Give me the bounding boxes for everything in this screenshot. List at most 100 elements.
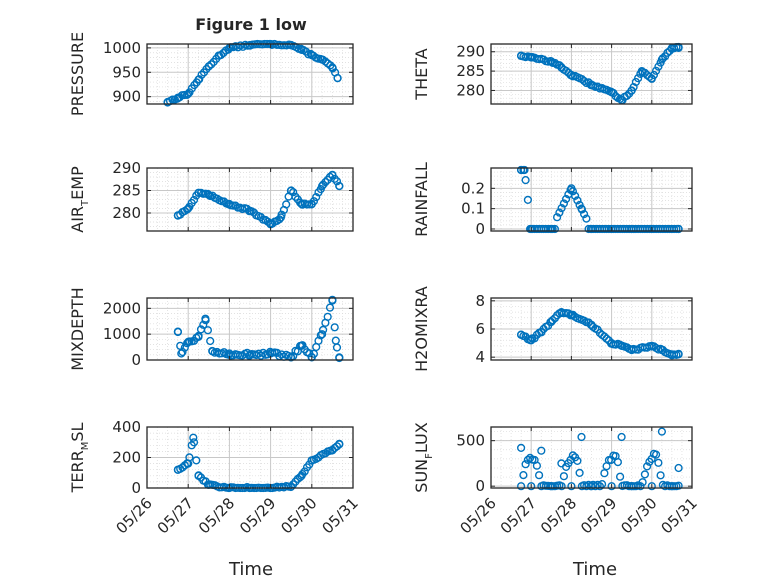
data-point (245, 40, 255, 50)
data-point (178, 347, 187, 357)
data-point (674, 463, 683, 473)
data-point (607, 88, 616, 97)
data-point (328, 296, 337, 305)
data-point (657, 55, 667, 64)
axes-box (490, 426, 693, 489)
data-point (647, 341, 656, 351)
data-point (180, 343, 189, 352)
data-point (573, 456, 582, 466)
axes-box (146, 167, 354, 232)
data-point (184, 459, 193, 468)
data-point (607, 339, 616, 348)
y-tick-label: 290 (112, 159, 141, 177)
axes-box (146, 297, 354, 361)
data-point (204, 190, 213, 200)
data-point (312, 193, 321, 202)
y-tick-label: 4 (475, 348, 485, 366)
figure-title: Figure 1 low (195, 15, 307, 34)
data-point (561, 194, 571, 204)
y-axis-label: TERRMSL (68, 423, 91, 494)
y-tick-label: 280 (456, 81, 485, 99)
data-point (245, 350, 255, 359)
data-point (519, 471, 528, 480)
data-point (318, 181, 327, 191)
data-point (173, 211, 183, 220)
data-point (567, 70, 576, 80)
data-point (657, 427, 667, 436)
data-point (602, 334, 611, 343)
data-point (647, 74, 656, 83)
data-point (582, 214, 591, 223)
data-point (173, 327, 183, 336)
axes-box (490, 43, 693, 105)
data-point (567, 184, 576, 193)
data-point (537, 446, 546, 455)
data-point (325, 303, 335, 312)
data-point (557, 63, 566, 72)
data-point (189, 438, 199, 447)
data-point (203, 326, 213, 335)
data-point (647, 224, 656, 234)
data-point (557, 308, 566, 317)
data-point (275, 215, 284, 224)
y-tick-label: 0 (475, 220, 485, 238)
subplot-h2omixra: 4 6 8 H2OMIXRA (412, 286, 693, 372)
data-point (297, 199, 306, 209)
data-point (332, 177, 342, 186)
data-point (647, 482, 656, 491)
data-point (323, 312, 332, 321)
data-point (184, 89, 193, 98)
data-point (516, 51, 526, 60)
data-point (627, 224, 636, 234)
y-tick-label: 285 (112, 182, 141, 200)
data-point (645, 72, 654, 81)
data-point (573, 196, 582, 205)
data-point (184, 337, 193, 347)
data-point (577, 204, 586, 213)
data-point (307, 456, 316, 465)
data-point (516, 165, 526, 175)
data-point (276, 213, 286, 222)
data-point (567, 310, 576, 320)
data-point (555, 208, 564, 217)
data-point (331, 336, 340, 345)
data-point (521, 460, 530, 469)
y-tick-label: 950 (112, 63, 141, 81)
data-point (552, 213, 562, 222)
data-point (330, 174, 339, 183)
data-point (289, 188, 298, 197)
data-point (657, 346, 667, 355)
data-point (587, 320, 596, 329)
data-point (548, 316, 557, 325)
data-point (557, 459, 566, 468)
y-tick-label: 280 (112, 204, 141, 222)
data-point (194, 332, 203, 341)
y-tick-label: 285 (456, 62, 485, 80)
data-point (215, 51, 224, 60)
data-point (651, 450, 661, 459)
y-axis-label: PRESSURE (68, 32, 87, 116)
data-point (527, 336, 536, 345)
data-point (184, 204, 193, 213)
data-point (615, 472, 625, 481)
data-point (287, 40, 296, 50)
data-point (219, 348, 229, 357)
subplot-mixdepth: 0 1000 2000 MIXDEPTH (68, 287, 354, 371)
data-point (654, 458, 663, 467)
data-point (328, 63, 337, 72)
y-axis-label: AIRTEMP (68, 166, 91, 233)
data-point (287, 482, 296, 491)
axes-box (490, 167, 693, 232)
x-axis-label-right: Time (572, 559, 617, 580)
data-point (613, 458, 623, 467)
data-point (607, 482, 616, 491)
data-point (245, 206, 255, 215)
data-point (640, 470, 650, 479)
data-point (557, 204, 566, 213)
data-point (182, 90, 192, 100)
data-point (521, 176, 530, 185)
data-point (595, 482, 605, 491)
data-point (532, 461, 542, 470)
data-point (287, 353, 296, 362)
